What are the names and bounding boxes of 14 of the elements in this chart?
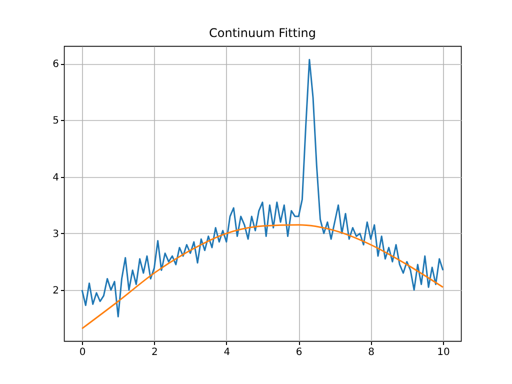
y-tick-label: 6 xyxy=(52,59,59,70)
line-series xyxy=(81,58,444,318)
x-tick-label: 0 xyxy=(79,347,86,358)
x-tick-label: 8 xyxy=(368,347,374,358)
x-tick-label: 4 xyxy=(224,347,230,358)
y-tick-label: 4 xyxy=(52,172,59,184)
x-tick-label: 6 xyxy=(296,347,302,358)
y-tick-label: 5 xyxy=(52,116,59,127)
y-tick-label: 3 xyxy=(52,228,59,240)
x-tick-label: 2 xyxy=(152,347,158,358)
y-tick-label: 2 xyxy=(52,286,59,297)
x-tick-label: 10 xyxy=(437,347,450,358)
chart-title: Continuum Fitting xyxy=(208,26,316,40)
line-series xyxy=(81,224,444,330)
